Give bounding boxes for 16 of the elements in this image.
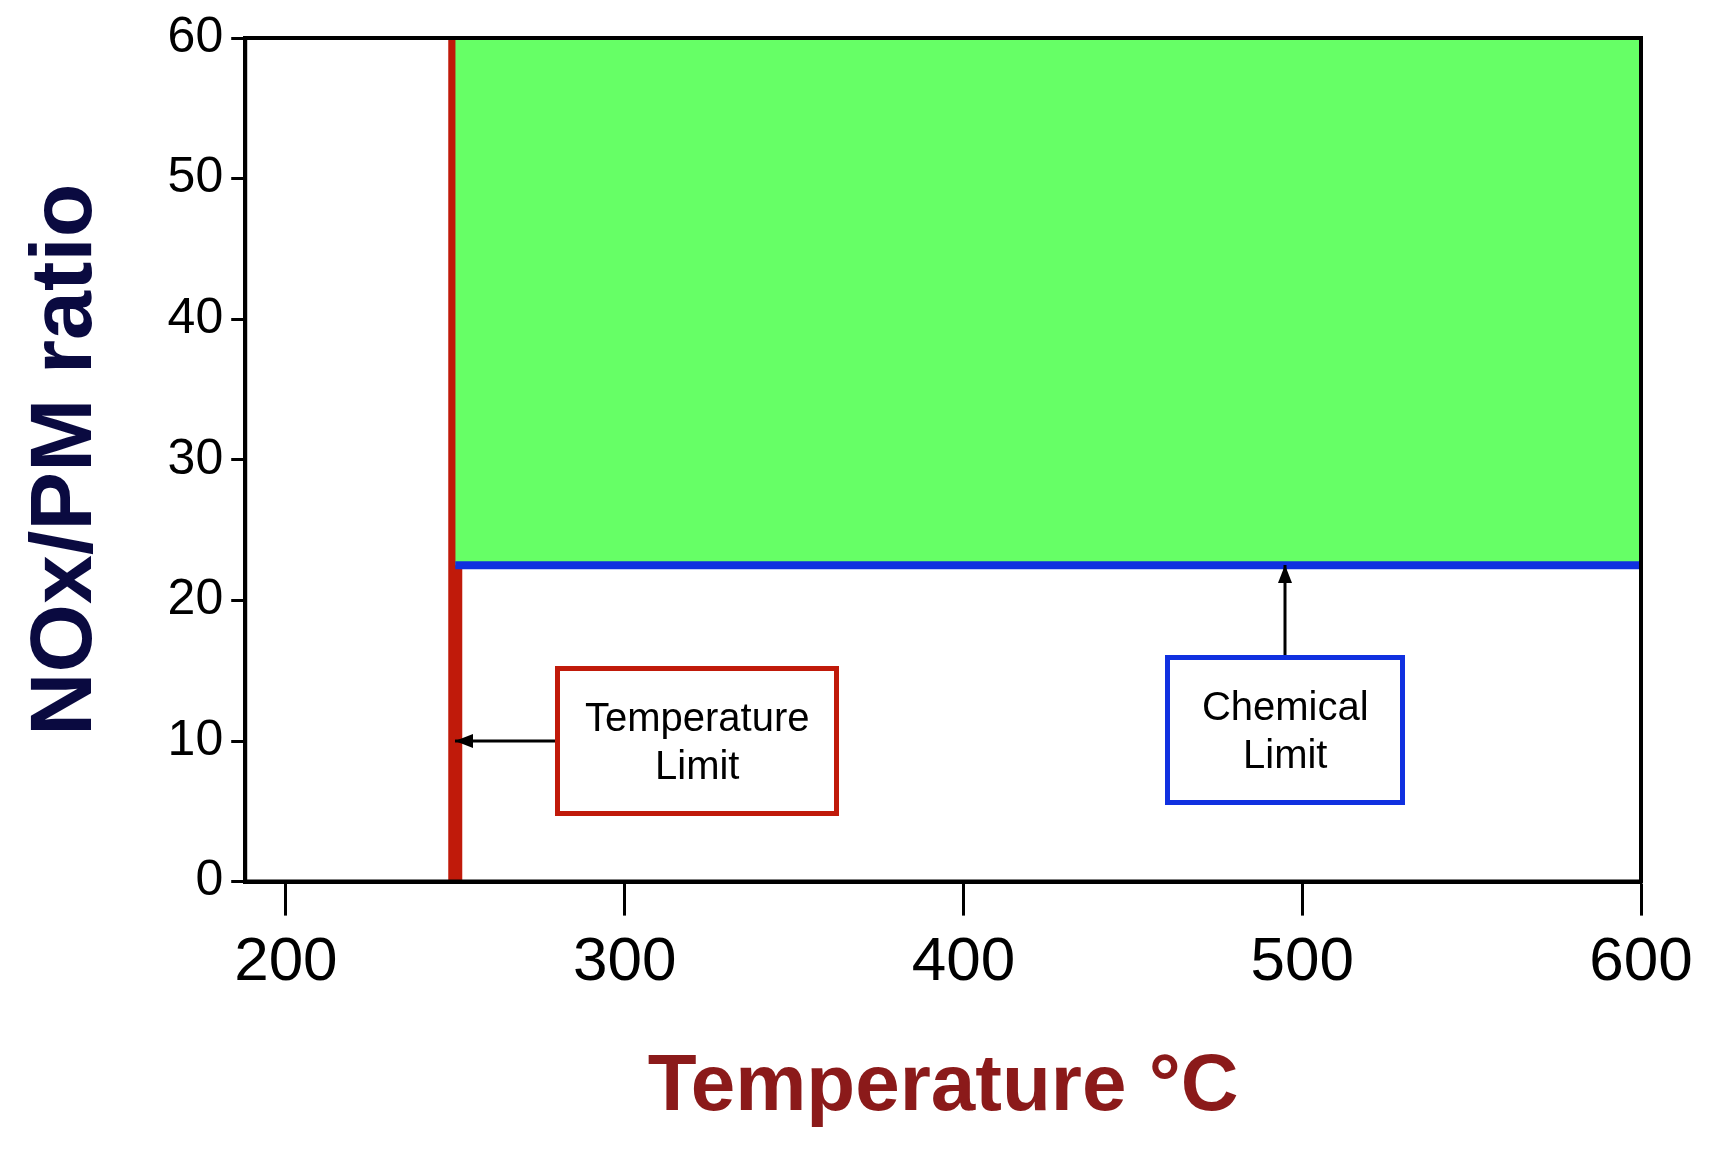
annotation: Temperature Limit [555, 666, 840, 816]
x-tick-label: 400 [911, 923, 1016, 993]
y-tick-label: 60 [167, 6, 224, 63]
x-tick-label: 500 [1250, 923, 1354, 993]
x-axis-title: Temperature °C [647, 1038, 1239, 1128]
x-tick-label: 300 [572, 923, 677, 993]
y-tick-label: 10 [167, 709, 224, 766]
annotation: Chemical Limit [1165, 655, 1406, 806]
x-tick-label: 200 [234, 923, 338, 993]
x-tick-label: 600 [1589, 923, 1693, 993]
y-tick-label: 30 [167, 428, 224, 485]
y-axis-title: NOx/PM ratio [11, 183, 111, 737]
y-tick-label: 0 [195, 850, 224, 907]
y-tick-label: 20 [167, 569, 224, 626]
y-tick-label: 40 [167, 287, 224, 344]
y-tick-label: 50 [167, 147, 224, 204]
